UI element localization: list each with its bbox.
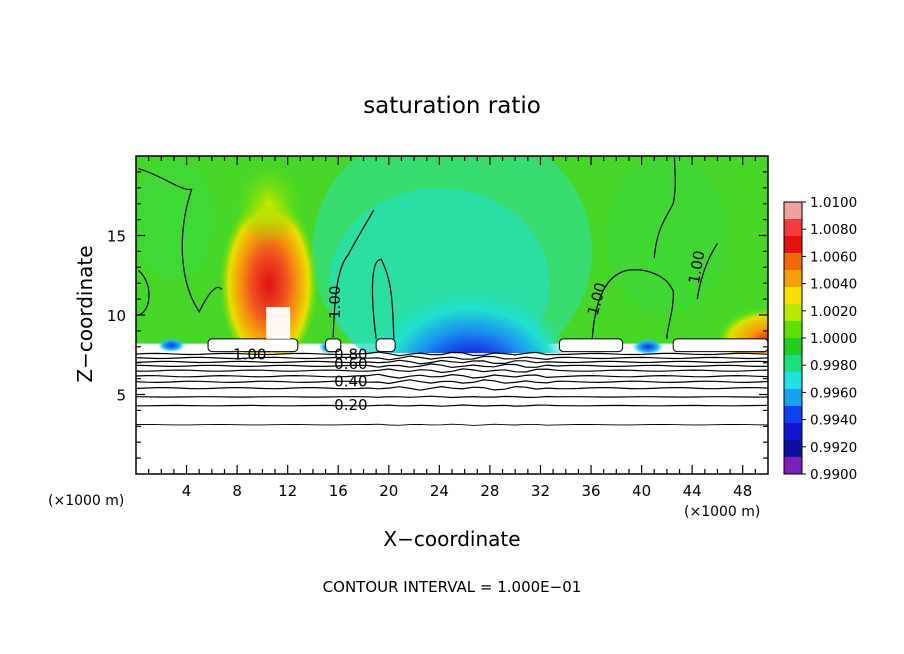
x-axis-label: X−coordinate — [383, 527, 520, 551]
contour-label: 1.00 — [326, 286, 344, 319]
colorbar-segment — [784, 219, 802, 237]
contour-line — [135, 395, 769, 399]
contour-line — [135, 355, 769, 361]
contour-line — [696, 243, 718, 300]
cloud-patch — [207, 338, 299, 353]
contour-line — [653, 157, 676, 258]
contour-line — [135, 373, 769, 379]
field-blob — [136, 159, 214, 280]
contour-interval-note: CONTOUR INTERVAL = 1.000E−01 — [323, 578, 582, 596]
y-axis-label: Z−coordinate — [73, 245, 97, 382]
x-tick-label: 8 — [232, 482, 242, 500]
x-tick-label: 4 — [182, 482, 192, 500]
colorbar-segment — [784, 321, 802, 339]
x-tick-label: 20 — [379, 482, 398, 500]
colorbar-segment — [784, 304, 802, 322]
colorbar-label: 1.0100 — [810, 195, 857, 211]
x-tick-label: 32 — [531, 482, 550, 500]
x-tick-label: 48 — [733, 482, 752, 500]
contour-line — [135, 363, 768, 369]
colorbar-label: 0.9980 — [810, 358, 857, 374]
colorbar-label: 1.0060 — [810, 249, 857, 265]
colorbar-segment — [784, 372, 802, 390]
x-tick-label: 24 — [430, 482, 449, 500]
cloud-patch — [672, 338, 768, 353]
colorbar-label: 1.0020 — [810, 304, 857, 320]
y-tick-label: 10 — [107, 307, 126, 325]
colorbar-segment — [784, 389, 802, 407]
colorbar-segment — [784, 338, 802, 356]
contour-line — [135, 368, 769, 374]
cloud-patch — [325, 338, 342, 353]
y-tick-label: 15 — [107, 228, 126, 246]
field-blob — [606, 156, 727, 316]
contour-line — [135, 359, 769, 365]
x-unit-label-right: (×1000 m) — [684, 504, 760, 520]
colorbar-label: 0.9920 — [810, 440, 857, 456]
x-tick-label: 40 — [632, 482, 651, 500]
contour-line — [136, 404, 769, 407]
colorbar-label: 0.9900 — [810, 467, 857, 483]
field-yellow-top — [234, 163, 303, 244]
y-axis-ticks: 5 10 15 — [107, 171, 768, 459]
cloud-core — [266, 307, 291, 339]
colorbar-segment — [784, 440, 802, 458]
colorbar-segment — [784, 236, 802, 254]
contour-line — [138, 270, 150, 316]
colorbar-label: 0.9960 — [810, 385, 857, 401]
contour-label: 1.00 — [685, 249, 709, 285]
colorbar-segment — [784, 287, 802, 305]
chart-title: saturation ratio — [363, 93, 541, 119]
x-tick-label: 12 — [278, 482, 297, 500]
x-tick-label: 16 — [329, 482, 348, 500]
contour-line — [332, 209, 375, 338]
x-tick-label: 44 — [683, 482, 702, 500]
x-unit-label-left: (×1000 m) — [48, 493, 124, 509]
cloud-patch — [558, 338, 624, 353]
contour-line — [135, 351, 769, 357]
contour-label: 0.80 — [334, 345, 367, 363]
contour-label: 0.60 — [334, 355, 367, 373]
contour-line — [591, 269, 674, 339]
contour-label: 0.40 — [334, 372, 367, 390]
colorbar-segment — [784, 202, 802, 220]
x-tick-label: 28 — [480, 482, 499, 500]
colorbar-label: 1.0040 — [810, 277, 857, 293]
colorbar-segment — [784, 253, 802, 271]
contour-lines — [135, 157, 769, 426]
field-blue-spot — [631, 338, 664, 355]
colorbar-segment — [784, 406, 802, 424]
contour-label: 1.00 — [233, 345, 266, 363]
colorbar: 1.0100 1.0080 1.0060 1.0040 1.0020 1.0000 0.99… — [783, 195, 857, 483]
contour-line — [135, 423, 769, 426]
x-axis-ticks: 4 8 12 16 20 24 28 32 36 40 44 48 — [148, 156, 756, 500]
colorbar-segment — [784, 423, 802, 441]
contour-label: 0.20 — [334, 396, 367, 414]
contour-line — [371, 258, 395, 339]
colorbar-label: 1.0000 — [810, 331, 857, 347]
cloud-patch — [375, 338, 396, 353]
colorbar-label: 0.9940 — [810, 413, 857, 429]
colorbar-segment — [784, 355, 802, 373]
colorbar-label: 1.0080 — [810, 222, 857, 238]
y-tick-label: 5 — [116, 387, 126, 405]
x-tick-label: 36 — [581, 482, 600, 500]
colorbar-segment — [784, 457, 802, 475]
contour-line — [135, 385, 769, 391]
colorbar-segment — [784, 270, 802, 288]
contour-line — [135, 379, 769, 385]
field-lower-white — [136, 353, 768, 474]
field-blue-spot — [157, 338, 186, 353]
saturation-field — [136, 156, 768, 474]
contour-line — [138, 168, 223, 314]
